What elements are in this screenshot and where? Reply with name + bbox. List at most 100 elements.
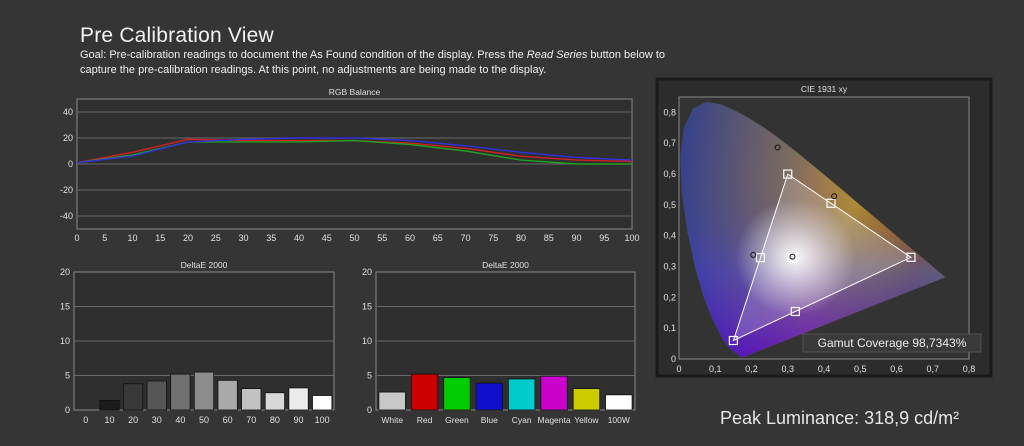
goal-suffix: button below to capture the pre-calibrat… [80,49,665,76]
cie-ytick-label: 0,1 [663,323,676,333]
peak-luminance: Peak Luminance: 318,9 cd/m² [720,408,960,428]
cie-chart: CIE 1931 xy 0 0,1 0,2 0,3 0,4 0,5 0,6 0,7 0,8 0 0,1… [655,77,993,378]
deltae-color-chart-bar [540,375,568,411]
cie-chart-title: CIE 1931 xy [801,84,848,94]
cie-ytick-label: 0,5 [663,200,676,210]
rgb-xtick-label: 5 [102,233,107,243]
deltae-grayscale-chart-bar [99,399,120,411]
rgb-balance-chart: -40 -20 0 20 40 0 5 10 15 20 25 30 35 40 45 50 55 60 65 70 7… [60,87,640,243]
cie-xtick-label: 0,4 [818,364,831,374]
page-title: Pre Calibration View [80,24,274,47]
deltae-grayscale-chart-category-label: 50 [199,415,209,425]
deltae-color-chart-category-label: 100W [608,415,630,425]
deltae-grayscale-chart-bar [312,395,333,411]
deltae-grayscale-chart-ytick-label: 20 [60,267,70,277]
deltae-grayscale-chart-ytick-label: 5 [65,371,70,381]
cie-ytick-label: 0,3 [663,262,676,272]
deltae-grayscale-chart-ytick-label: 0 [65,405,70,415]
cie-target-marker [906,252,916,262]
deltae-color-chart-category-label: Yellow [574,415,599,425]
deltae-grayscale-chart-category-label: 90 [294,415,304,425]
deltae-color-chart-category-label: Magenta [538,415,571,425]
deltae-grayscale-chart-category-label: 40 [175,415,185,425]
cie-target-marker [728,335,738,346]
rgb-xtick-label: 15 [155,233,165,243]
rgb-xtick-label: 100 [624,233,639,243]
cie-measured-point [750,251,757,258]
deltae-color-chart-bar [378,391,406,411]
cie-xtick-label: 0 [676,364,681,374]
rgb-ytick-label: -40 [60,211,73,221]
cie-xtick-label: 0,5 [854,364,867,374]
rgb-xtick-label: 0 [74,233,79,243]
cie-target-marker [787,252,797,263]
deltae-grayscale-chart-bar [241,388,262,411]
deltae-grayscale-chart: 0 5 10 15 20 DeltaE 2000 0 10 20 30 40 50 60 70 80 90 10… [60,260,335,425]
cie-ytick-label: 0 [671,354,676,364]
deltae-grayscale-chart-category-label: 10 [104,415,114,425]
deltae-color-chart-bar [605,394,633,411]
rgb-xtick-label: 75 [488,233,498,243]
deltae-color-chart-category-label: Green [445,415,469,425]
deltae-grayscale-chart-category-label: 70 [246,415,256,425]
rgb-series-group [77,137,632,165]
cie-xtick-label: 0,2 [745,364,758,374]
deltae-color-chart-bar [443,377,471,411]
rgb-xtick-label: 50 [349,233,359,243]
cie-target-marker [755,253,766,263]
cie-ytick-label: 0,4 [663,231,676,241]
cie-measured-point [831,193,838,200]
cie-xtick-label: 0,8 [963,364,976,374]
deltae-grayscale-chart-category-label: 0 [83,415,88,425]
deltae-color-chart-title: DeltaE 2000 [482,260,529,270]
rgb-xtick-label: 45 [322,233,332,243]
cie-xtick-label: 0,6 [890,364,903,374]
gamut-coverage-box [802,333,982,353]
rgb-xtick-label: 40 [294,233,304,243]
deltae-color-chart-category-label: Blue [481,415,498,425]
rgb-ytick-label: 20 [63,133,73,143]
deltae-grayscale-chart-ytick-label: 10 [60,336,70,346]
rgb-xtick-label: 95 [599,233,609,243]
deltae-color-chart-bar [572,388,601,411]
goal-text: Goal: Pre-calibration readings to docume… [80,48,700,78]
deltae-grayscale-chart-title: DeltaE 2000 [181,260,228,270]
deltae-grayscale-chart-bar [170,373,191,411]
rgb-xtick-label: 65 [433,233,443,243]
rgb-xtick-label: 85 [544,233,554,243]
deltae-grayscale-chart-category-label: 80 [270,415,280,425]
deltae-grayscale-chart-bar [217,379,238,411]
cie-horseshoe [680,102,946,358]
deltae-grayscale-chart-bar [288,387,309,411]
deltae-color-chart-ytick-label: 10 [362,336,372,346]
deltae-color-chart-ytick-label: 0 [367,405,372,415]
cie-ytick-label: 0,2 [663,292,676,302]
deltae-grayscale-chart-bar [123,383,144,411]
deltae-grayscale-chart-bar [193,371,215,411]
deltae-color-chart-category-label: White [381,415,403,425]
deltae-color-chart-category-label: Red [417,415,433,425]
rgb-chart-title: RGB Balance [329,87,381,97]
deltae-grayscale-chart-category-label: 30 [152,415,162,425]
rgb-xtick-label: 70 [460,233,470,243]
rgb-xtick-label: 90 [571,233,581,243]
rgb-xtick-label: 30 [238,233,248,243]
cie-measured-point [774,144,781,151]
deltae-grayscale-chart-category-label: 60 [223,415,233,425]
cie-target-marker [826,198,836,208]
cie-xtick-label: 0,7 [926,364,939,374]
deltae-grayscale-chart-category-label: 20 [128,415,138,425]
deltae-color-chart-bar [475,382,503,411]
cie-target-triangle [732,173,913,342]
cie-measured-point [789,253,796,260]
deltae-grayscale-chart-category-label: 100 [315,415,330,425]
cie-ytick-label: 0,8 [663,107,676,117]
rgb-xtick-label: 60 [405,233,415,243]
deltae-grayscale-chart-bar [264,392,285,411]
rgb-xtick-label: 10 [127,233,137,243]
rgb-ytick-label: 0 [68,159,73,169]
cie-ytick-label: 0,7 [663,138,676,148]
rgb-ytick-label: -20 [60,185,73,195]
rgb-xtick-label: 55 [377,233,387,243]
